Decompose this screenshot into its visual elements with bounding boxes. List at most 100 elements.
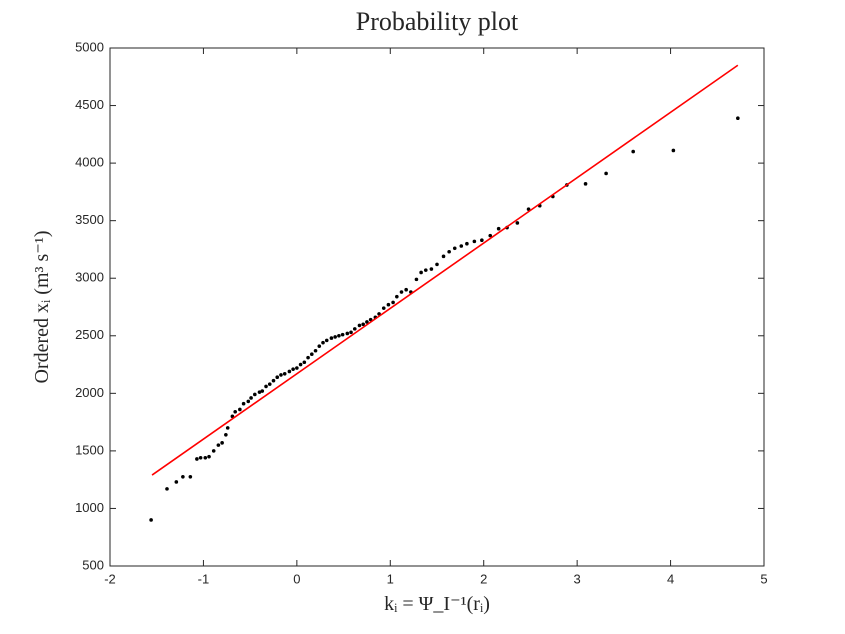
data-point <box>181 474 185 479</box>
data-point <box>220 441 224 445</box>
data-point <box>260 389 265 393</box>
data-point <box>279 373 283 377</box>
y-tick-label: 3500 <box>75 212 104 227</box>
data-point <box>419 270 423 275</box>
data-point <box>306 355 310 360</box>
data-point <box>207 454 211 459</box>
data-point <box>480 238 484 243</box>
x-tick-label: 3 <box>574 571 581 586</box>
data-point <box>287 369 292 374</box>
data-point <box>275 375 280 380</box>
data-point <box>198 455 203 460</box>
data-point <box>452 246 457 251</box>
data-point <box>386 302 391 307</box>
data-point <box>515 221 520 225</box>
data-point <box>246 399 251 404</box>
x-axis-label: kᵢ = Ψ_I⁻¹(rᵢ) <box>384 593 490 615</box>
data-point <box>459 244 464 248</box>
data-point <box>631 149 635 154</box>
data-point <box>381 306 386 310</box>
data-point <box>329 336 334 340</box>
data-point <box>174 480 179 484</box>
data-point <box>488 233 493 238</box>
data-point <box>241 401 246 406</box>
data-point <box>291 367 295 371</box>
y-tick-label: 1000 <box>75 500 104 515</box>
data-point <box>321 340 325 345</box>
data-point <box>271 378 276 383</box>
x-tick-label: -2 <box>104 571 116 586</box>
data-point <box>224 432 228 437</box>
plot-frame <box>109 47 765 567</box>
y-tick-label: 3000 <box>75 270 104 285</box>
data-point <box>216 443 221 447</box>
y-axis-label: Ordered xᵢ (m³ s⁻¹) <box>31 231 53 384</box>
data-point <box>267 382 272 386</box>
data-point <box>671 148 676 153</box>
data-point <box>302 360 307 365</box>
data-point <box>225 426 230 430</box>
data-point <box>340 332 345 337</box>
fit-line <box>151 64 739 476</box>
data-point <box>233 409 237 414</box>
data-point <box>257 390 262 394</box>
data-point <box>211 449 216 453</box>
y-tick-label: 1500 <box>75 442 104 457</box>
data-point <box>195 457 199 461</box>
data-point <box>399 290 404 294</box>
data-point <box>149 518 153 522</box>
data-point <box>345 331 350 336</box>
y-tick-label: 4500 <box>75 97 104 112</box>
x-tick-label: 5 <box>760 571 767 586</box>
data-point <box>298 362 303 367</box>
data-point <box>441 254 446 259</box>
data-point <box>333 335 337 339</box>
data-point <box>414 277 419 282</box>
data-point <box>253 392 257 397</box>
data-point <box>604 171 608 176</box>
y-tick-label: 2500 <box>75 327 104 342</box>
y-tick-label: 4000 <box>75 155 104 170</box>
data-point <box>423 268 428 272</box>
chart-title: Probability plot <box>356 7 519 36</box>
data-point <box>465 241 469 246</box>
data-point <box>165 487 169 491</box>
data-point <box>188 474 193 479</box>
data-point <box>295 366 299 370</box>
data-point <box>736 116 740 121</box>
data-point <box>361 322 365 327</box>
data-point <box>282 371 287 376</box>
x-tick-label: 1 <box>387 571 394 586</box>
data-point <box>496 226 501 231</box>
data-point <box>264 384 268 389</box>
data-point <box>583 182 588 186</box>
x-tick-label: 0 <box>293 571 300 586</box>
data-point <box>313 348 318 353</box>
data-point <box>352 327 357 331</box>
data-point <box>324 338 329 343</box>
data-point <box>310 352 314 356</box>
x-tick-label: 4 <box>667 571 674 586</box>
data-point <box>435 262 439 267</box>
data-point <box>429 267 434 271</box>
x-tick-label: -1 <box>198 571 210 586</box>
data-point <box>357 323 362 328</box>
data-point <box>349 330 353 335</box>
data-point <box>365 320 369 324</box>
data-point <box>391 300 395 305</box>
x-tick-label: 2 <box>480 571 487 586</box>
data-point <box>526 207 531 211</box>
data-point <box>249 396 253 400</box>
data-point <box>317 344 322 348</box>
data-point <box>203 455 208 460</box>
data-point <box>447 249 451 254</box>
data-point <box>472 239 477 244</box>
y-tick-label: 2000 <box>75 385 104 400</box>
data-point <box>395 294 399 299</box>
data-point <box>404 287 408 292</box>
data-point <box>238 407 242 412</box>
data-point <box>337 333 341 338</box>
y-tick-label: 5000 <box>75 39 104 54</box>
y-tick-label: 500 <box>82 557 104 572</box>
